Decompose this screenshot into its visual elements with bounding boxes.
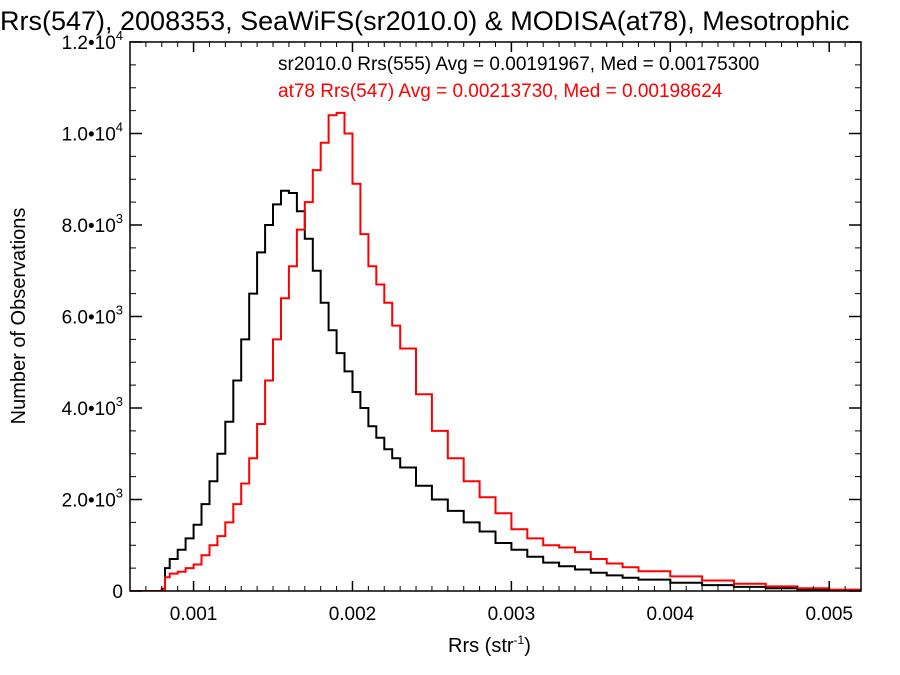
x-tick-label-1: 0.002	[329, 604, 377, 625]
x-axis-label-sup: -1	[514, 633, 525, 647]
x-tick-label-2: 0.003	[488, 604, 536, 625]
y-tick-label-6: 1.2•104	[62, 28, 123, 54]
x-tick-label-0: 0.001	[170, 604, 218, 625]
y-tick-label-1: 2.0•103	[62, 486, 123, 512]
y-axis-label: Number of Observations	[8, 208, 30, 425]
y-tick-label-3: 6.0•103	[62, 303, 123, 329]
series-group	[130, 111, 861, 591]
x-axis-label-end: )	[524, 635, 531, 657]
legend-entry-sr2010: sr2010.0 Rrs(555) Avg = 0.00191967, Med …	[278, 54, 759, 75]
series-line-0	[130, 189, 861, 591]
y-axis-ticks: 0 2.0•103 4.0•103 6.0•103 8.0•103 1.0•104 1.2•…	[62, 28, 861, 603]
y-tick-label-4: 8.0•103	[62, 211, 123, 237]
chart-title: Rrs(547), 2008353, SeaWiFS(sr2010.0) & M…	[0, 6, 849, 36]
x-axis-label-main: Rrs (str	[448, 635, 514, 657]
legend-entry-at78: at78 Rrs(547) Avg = 0.00213730, Med = 0.…	[278, 81, 723, 102]
y-tick-label-5: 1.0•104	[62, 120, 123, 146]
y-tick-label-0: 0	[112, 582, 123, 603]
y-tick-label-2: 4.0•103	[62, 394, 123, 420]
x-axis-label: Rrs (str-1)	[448, 633, 531, 657]
series-line-1	[130, 111, 861, 591]
x-axis-ticks: 0.001 0.002 0.003 0.004 0.005	[145, 42, 853, 625]
x-tick-label-3: 0.004	[647, 604, 695, 625]
plot-clip-group	[130, 111, 861, 591]
x-tick-label-4: 0.005	[805, 604, 853, 625]
